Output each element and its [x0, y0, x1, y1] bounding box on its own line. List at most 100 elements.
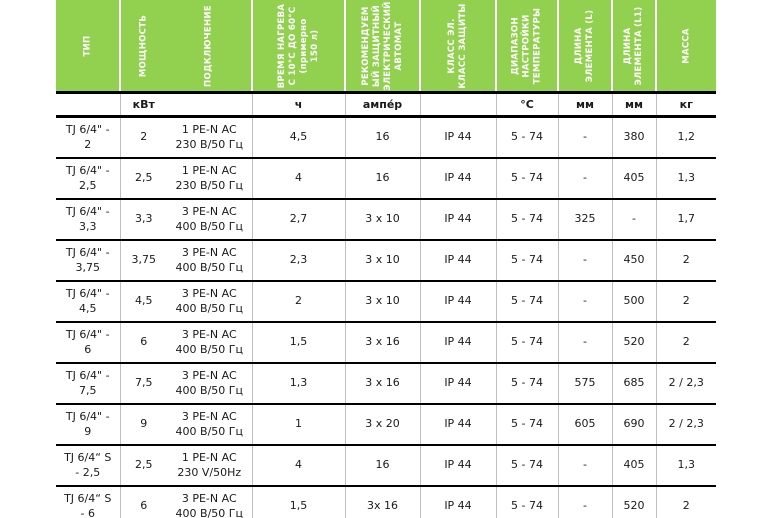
- table-cell: 2: [655, 322, 716, 364]
- table-cell: 3 x 10: [344, 281, 420, 323]
- table-cell: 5 - 74: [495, 363, 558, 405]
- table-cell: 2: [119, 116, 167, 159]
- table-cell: 5 - 74: [495, 158, 558, 200]
- table-cell: IP 44: [419, 363, 496, 405]
- type-cell: TJ 6/4“ S - 2,5: [56, 445, 120, 487]
- table-cell: 3 x 10: [344, 199, 420, 241]
- table-cell: 1,5: [251, 486, 345, 518]
- table-row: TJ 6/4" - 7,5 7,5 3 PE-N AC 400 В/50 Гц 1,3…: [56, 363, 716, 405]
- table-cell: 3 PE-N AC 400 В/50 Гц: [167, 240, 252, 282]
- table-cell: 3 PE-N AC 400 В/50 Гц: [167, 322, 252, 364]
- unit-cell: °С: [495, 92, 558, 118]
- table-cell: 3 x 16: [344, 322, 420, 364]
- table-cell: 1,7: [655, 199, 716, 241]
- table-cell: 4,5: [119, 281, 167, 323]
- table-cell: 1,2: [655, 116, 716, 159]
- column-header-label: МОЩНОСТЬ: [138, 14, 149, 77]
- table-cell: 3,75: [119, 240, 167, 282]
- table-cell: 5 - 74: [495, 445, 558, 487]
- table-cell: 605: [557, 404, 612, 446]
- table-cell: 3 PE-N AC 400 В/50 Гц: [167, 486, 252, 518]
- table-cell: 3 x 10: [344, 240, 420, 282]
- column-header-label: ДЛИНА ЭЛЕМЕНТА (L): [573, 9, 595, 82]
- type-cell: TJ 6/4“ S - 6: [56, 486, 120, 518]
- table-cell: 16: [344, 445, 420, 487]
- table-cell: 2: [251, 281, 345, 323]
- type-cell: TJ 6/4" - 3,75: [56, 240, 120, 282]
- table-row: TJ 6/4" - 3,3 3,3 3 PE-N AC 400 В/50 Гц 2,7…: [56, 199, 716, 241]
- table-cell: 1 PE-N AC 230 В/50 Гц: [167, 158, 252, 200]
- table-cell: 450: [611, 240, 656, 282]
- table-cell: IP 44: [419, 322, 496, 364]
- table-cell: 6: [119, 322, 167, 364]
- table-row: TJ 6/4" - 4,5 4,5 3 PE-N AC 400 В/50 Гц 2 3 …: [56, 281, 716, 323]
- table-row: TJ 6/4" - 2,5 2,5 1 PE-N AC 230 В/50 Гц 4 16…: [56, 158, 716, 200]
- table-cell: 9: [119, 404, 167, 446]
- table-cell: -: [611, 199, 656, 241]
- column-header-4: РЕКОМЕНДУЕМ ЫЙ ЗАЩИТНЫЙ ЭЛЕКТРИЧЕСКИЙ АВ…: [344, 0, 420, 94]
- column-header-label: МАССА: [680, 27, 691, 64]
- column-header-7: ДЛИНА ЭЛЕМЕНТА (L): [557, 0, 612, 94]
- table-cell: 405: [611, 445, 656, 487]
- table-cell: 3 PE-N AC 400 В/50 Гц: [167, 363, 252, 405]
- table-cell: 16: [344, 158, 420, 200]
- table-cell: 520: [611, 322, 656, 364]
- table-row: TJ 6/4" - 3,75 3,75 3 PE-N AC 400 В/50 Гц 2…: [56, 240, 716, 282]
- unit-cell: мм: [611, 92, 656, 118]
- table-cell: 500: [611, 281, 656, 323]
- type-cell: TJ 6/4" - 6: [56, 322, 120, 364]
- table-cell: -: [557, 281, 612, 323]
- type-cell: TJ 6/4" - 2,5: [56, 158, 120, 200]
- table-cell: 1,3: [655, 158, 716, 200]
- table-cell: 5 - 74: [495, 404, 558, 446]
- type-cell: TJ 6/4" - 7,5: [56, 363, 120, 405]
- column-header-label: ДЛИНА ЭЛЕМЕНТА (L1): [622, 6, 644, 85]
- table-cell: 520: [611, 486, 656, 518]
- table-cell: IP 44: [419, 158, 496, 200]
- table-cell: 1 PE-N AC 230 V/50Hz: [167, 445, 252, 487]
- table-cell: 3x 16: [344, 486, 420, 518]
- column-header-0: ТИП: [56, 0, 120, 94]
- table-cell: 5 - 74: [495, 116, 558, 159]
- column-header-5: КЛАСС ЭЛ. КЛАСС ЗАЩИТЫ: [419, 0, 496, 94]
- unit-cell: мм: [557, 92, 612, 118]
- table-cell: 2: [655, 486, 716, 518]
- table-cell: IP 44: [419, 116, 496, 159]
- table-cell: IP 44: [419, 404, 496, 446]
- table-cell: 1: [251, 404, 345, 446]
- table-cell: IP 44: [419, 240, 496, 282]
- table-cell: 16: [344, 116, 420, 159]
- table-cell: IP 44: [419, 486, 496, 518]
- table-cell: 1 PE-N AC 230 В/50 Гц: [167, 116, 252, 159]
- unit-cell: ч: [251, 92, 345, 118]
- heating-element-spec-table: ТИП МОЩНОСТЬ ПОДКЛЮЧЕНИЕ ВРЕМЯ НАГРЕВА С 10…: [56, 0, 716, 518]
- type-cell: TJ 6/4" - 2: [56, 116, 120, 159]
- table-cell: 5 - 74: [495, 281, 558, 323]
- column-header-label: ПОДКЛЮЧЕНИЕ: [203, 4, 214, 87]
- table-cell: 7,5: [119, 363, 167, 405]
- type-cell: TJ 6/4" - 3,3: [56, 199, 120, 241]
- column-header-label: КЛАСС ЭЛ. КЛАСС ЗАЩИТЫ: [446, 2, 468, 89]
- unit-cell: ампе́р: [344, 92, 420, 118]
- table-cell: 2,7: [251, 199, 345, 241]
- table-cell: -: [557, 486, 612, 518]
- table-cell: 5 - 74: [495, 199, 558, 241]
- table-cell: -: [557, 322, 612, 364]
- table-cell: 2,5: [119, 158, 167, 200]
- table-cell: IP 44: [419, 281, 496, 323]
- table-cell: 1,3: [655, 445, 716, 487]
- table-cell: 2,3: [251, 240, 345, 282]
- unit-cell: [56, 92, 120, 118]
- table-cell: IP 44: [419, 199, 496, 241]
- table-cell: 3 PE-N AC 400 В/50 Гц: [167, 281, 252, 323]
- table-cell: 6: [119, 486, 167, 518]
- units-row: кВт ч ампе́р °С мм мм кг: [56, 92, 716, 118]
- column-header-label: ВРЕМЯ НАГРЕВА С 10°С ДО 60°С (примерно 1…: [276, 3, 320, 88]
- type-cell: TJ 6/4" - 9: [56, 404, 120, 446]
- table-cell: 4: [251, 158, 345, 200]
- table-cell: 3 PE-N AC 400 В/50 Гц: [167, 199, 252, 241]
- column-header-2: ПОДКЛЮЧЕНИЕ: [167, 0, 252, 94]
